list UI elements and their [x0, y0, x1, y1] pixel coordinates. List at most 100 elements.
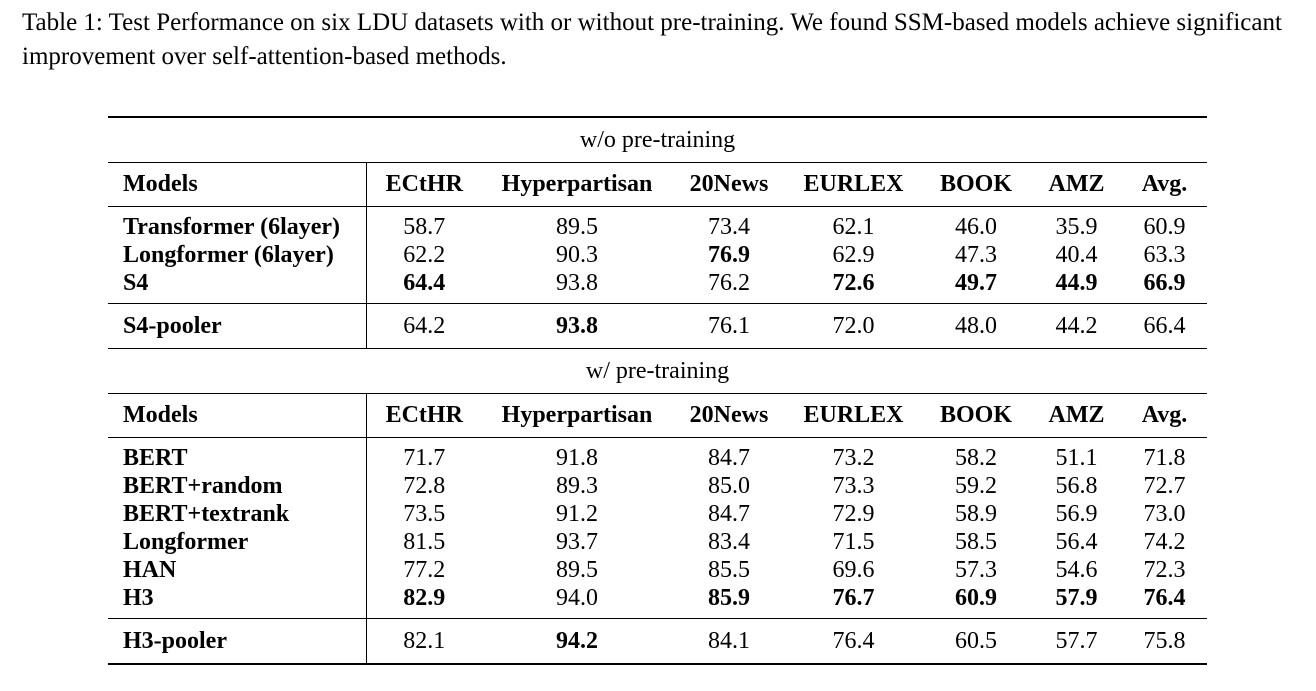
model-name: HAN [108, 556, 367, 584]
section-title-row: w/o pre-training [108, 116, 1208, 163]
score-cell: 90.3 [556, 242, 598, 268]
score-cell: 73.2 [786, 437, 921, 472]
score-cell: 73.5 [403, 501, 446, 527]
column-header: Models [108, 162, 367, 207]
score-cell: 84.7 [672, 437, 786, 472]
score-cell: 76.9 [708, 242, 750, 268]
score-cell: 72.0 [786, 303, 921, 349]
score-cell: 71.5 [832, 529, 875, 555]
score-cell: 51.1 [1031, 437, 1122, 472]
column-header: 20News [672, 162, 786, 207]
score-cell: 59.2 [955, 473, 997, 499]
score-cell: 72.8 [403, 473, 446, 499]
score-cell: 62.1 [786, 206, 921, 241]
model-name: H3 [108, 584, 367, 619]
score-cell: 76.4 [1143, 585, 1186, 611]
score-cell: 73.3 [832, 473, 875, 499]
table-row: Longformer 81.5 93.7 83.4 71.5 58.5 56.4 74.2 [108, 528, 1207, 556]
score-cell: 82.9 [403, 585, 446, 611]
score-cell: 91.2 [556, 501, 598, 527]
score-cell: 58.5 [955, 529, 997, 555]
score-cell: 57.7 [1031, 618, 1122, 665]
score-cell: 44.9 [1055, 270, 1098, 296]
section-title-row: w/ pre-training [108, 348, 1208, 394]
score-cell: 64.2 [366, 303, 482, 349]
score-cell: 85.0 [708, 473, 750, 499]
score-cell: 82.1 [366, 618, 482, 665]
model-name: S4 [108, 269, 367, 304]
table-row: H3 82.9 94.0 85.9 76.7 60.9 57.9 76.4 [108, 584, 1207, 619]
score-cell: 81.5 [403, 529, 446, 555]
column-header: Avg. [1122, 162, 1208, 207]
model-name: H3-pooler [108, 618, 367, 665]
column-header: 20News [672, 393, 786, 438]
score-cell: 58.7 [366, 206, 482, 241]
results-table: w/o pre-training Models ECtHR Hyperpartisan… [108, 116, 1208, 665]
model-name: BERT [108, 437, 367, 472]
score-cell: 46.0 [921, 206, 1031, 241]
score-cell: 62.9 [832, 242, 875, 268]
column-header: BOOK [921, 393, 1031, 438]
score-cell: 89.5 [482, 206, 672, 241]
model-name: Longformer [108, 528, 367, 556]
score-cell: 76.7 [832, 585, 875, 611]
table-row: BERT 71.7 91.8 84.7 73.2 58.2 51.1 71.8 [108, 437, 1208, 472]
column-header: Avg. [1122, 393, 1208, 438]
score-cell: 60.9 [955, 585, 997, 611]
score-cell: 64.4 [403, 270, 446, 296]
score-cell: 40.4 [1055, 242, 1098, 268]
model-name: Transformer (6layer) [108, 206, 367, 241]
column-header: AMZ [1031, 162, 1122, 207]
score-cell: 84.1 [672, 618, 786, 665]
score-cell: 77.2 [403, 557, 446, 583]
table-row: Longformer (6layer) 62.2 90.3 76.9 62.9 47.3 4… [108, 241, 1207, 269]
score-cell: 48.0 [921, 303, 1031, 349]
score-cell: 75.8 [1122, 618, 1208, 665]
score-cell: 91.8 [482, 437, 672, 472]
score-cell: 49.7 [955, 270, 997, 296]
score-cell: 83.4 [708, 529, 750, 555]
score-cell: 56.9 [1055, 501, 1098, 527]
column-header: BOOK [921, 162, 1031, 207]
score-cell: 89.5 [556, 557, 598, 583]
score-cell: 62.2 [403, 242, 446, 268]
column-header: EURLEX [786, 393, 921, 438]
column-header: Models [108, 393, 367, 438]
column-header: Hyperpartisan [482, 393, 672, 438]
table-row: H3-pooler 82.1 94.2 84.1 76.4 60.5 57.7 75.8 [108, 618, 1208, 665]
score-cell: 94.0 [556, 585, 598, 611]
score-cell: 72.6 [832, 270, 875, 296]
score-cell: 72.7 [1143, 473, 1186, 499]
score-cell: 94.2 [482, 618, 672, 665]
table-row: S4-pooler 64.2 93.8 76.1 72.0 48.0 44.2 66.4 [108, 303, 1208, 349]
score-cell: 72.3 [1143, 557, 1186, 583]
model-name: S4-pooler [108, 303, 367, 349]
section-title: w/o pre-training [108, 116, 1208, 163]
score-cell: 57.9 [1055, 585, 1098, 611]
score-cell: 71.8 [1122, 437, 1208, 472]
score-cell: 76.2 [708, 270, 750, 296]
score-cell: 93.7 [556, 529, 598, 555]
score-cell: 56.4 [1055, 529, 1098, 555]
table-caption: Table 1: Test Performance on six LDU dat… [22, 9, 1282, 70]
score-cell: 57.3 [955, 557, 997, 583]
section-title: w/ pre-training [108, 348, 1208, 394]
table-row: HAN 77.2 89.5 85.5 69.6 57.3 54.6 72.3 [108, 556, 1207, 584]
score-cell: 54.6 [1055, 557, 1098, 583]
score-cell: 60.5 [921, 618, 1031, 665]
score-cell: 69.6 [832, 557, 875, 583]
column-header: Hyperpartisan [482, 162, 672, 207]
score-cell: 44.2 [1031, 303, 1122, 349]
score-cell: 72.9 [832, 501, 875, 527]
column-header: AMZ [1031, 393, 1122, 438]
table-row: BERT+textrank 73.5 91.2 84.7 72.9 58.9 56.9 73.… [108, 500, 1207, 528]
score-cell: 73.4 [672, 206, 786, 241]
score-cell: 58.2 [921, 437, 1031, 472]
table-row: S4 64.4 93.8 76.2 72.6 49.7 44.9 66.9 [108, 269, 1207, 304]
score-cell: 63.3 [1143, 242, 1186, 268]
score-cell: 66.4 [1122, 303, 1208, 349]
score-cell: 58.9 [955, 501, 997, 527]
score-cell: 76.1 [672, 303, 786, 349]
score-cell: 76.4 [786, 618, 921, 665]
header-row: Models ECtHR Hyperpartisan 20News EURLEX BOOK… [108, 162, 1208, 207]
